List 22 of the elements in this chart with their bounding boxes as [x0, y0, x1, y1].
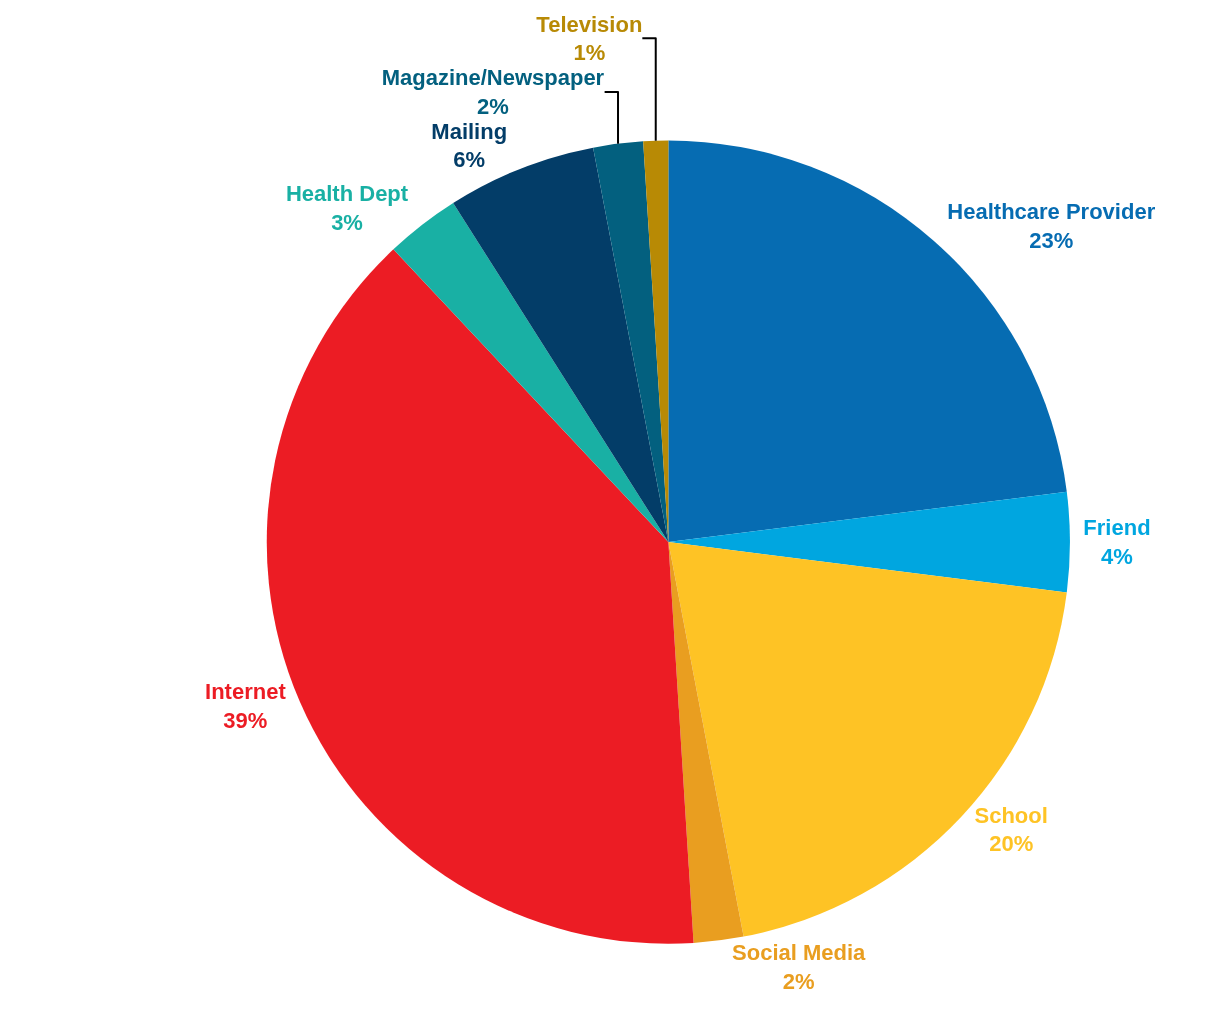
pie-slice: [668, 491, 1070, 593]
slice-label: Magazine/Newspaper: [381, 65, 605, 91]
slice-label: Mailing: [431, 118, 508, 144]
pie-slice: [668, 542, 744, 943]
slice-label: School: [974, 802, 1048, 828]
slice-label: Friend: [1083, 515, 1151, 541]
slice-label: Television: [536, 11, 643, 37]
slice-label: Social Media: [732, 940, 867, 966]
data-label: 6%: [453, 147, 486, 173]
data-label: 2%: [782, 968, 815, 994]
slice-label: Internet: [205, 679, 287, 705]
data-label: 1%: [573, 40, 606, 66]
slice-label: Health Dept: [285, 181, 409, 207]
data-label: 23%: [1029, 227, 1074, 253]
data-label: 4%: [1101, 543, 1133, 569]
data-label: 20%: [989, 831, 1034, 857]
slice-label: Healthcare Provider: [947, 199, 1156, 224]
pie-slice: [668, 542, 1067, 937]
data-label: 2%: [477, 93, 509, 119]
data-label: 39%: [223, 707, 268, 733]
pie-slice: [453, 147, 669, 543]
data-label: 3%: [331, 209, 363, 235]
